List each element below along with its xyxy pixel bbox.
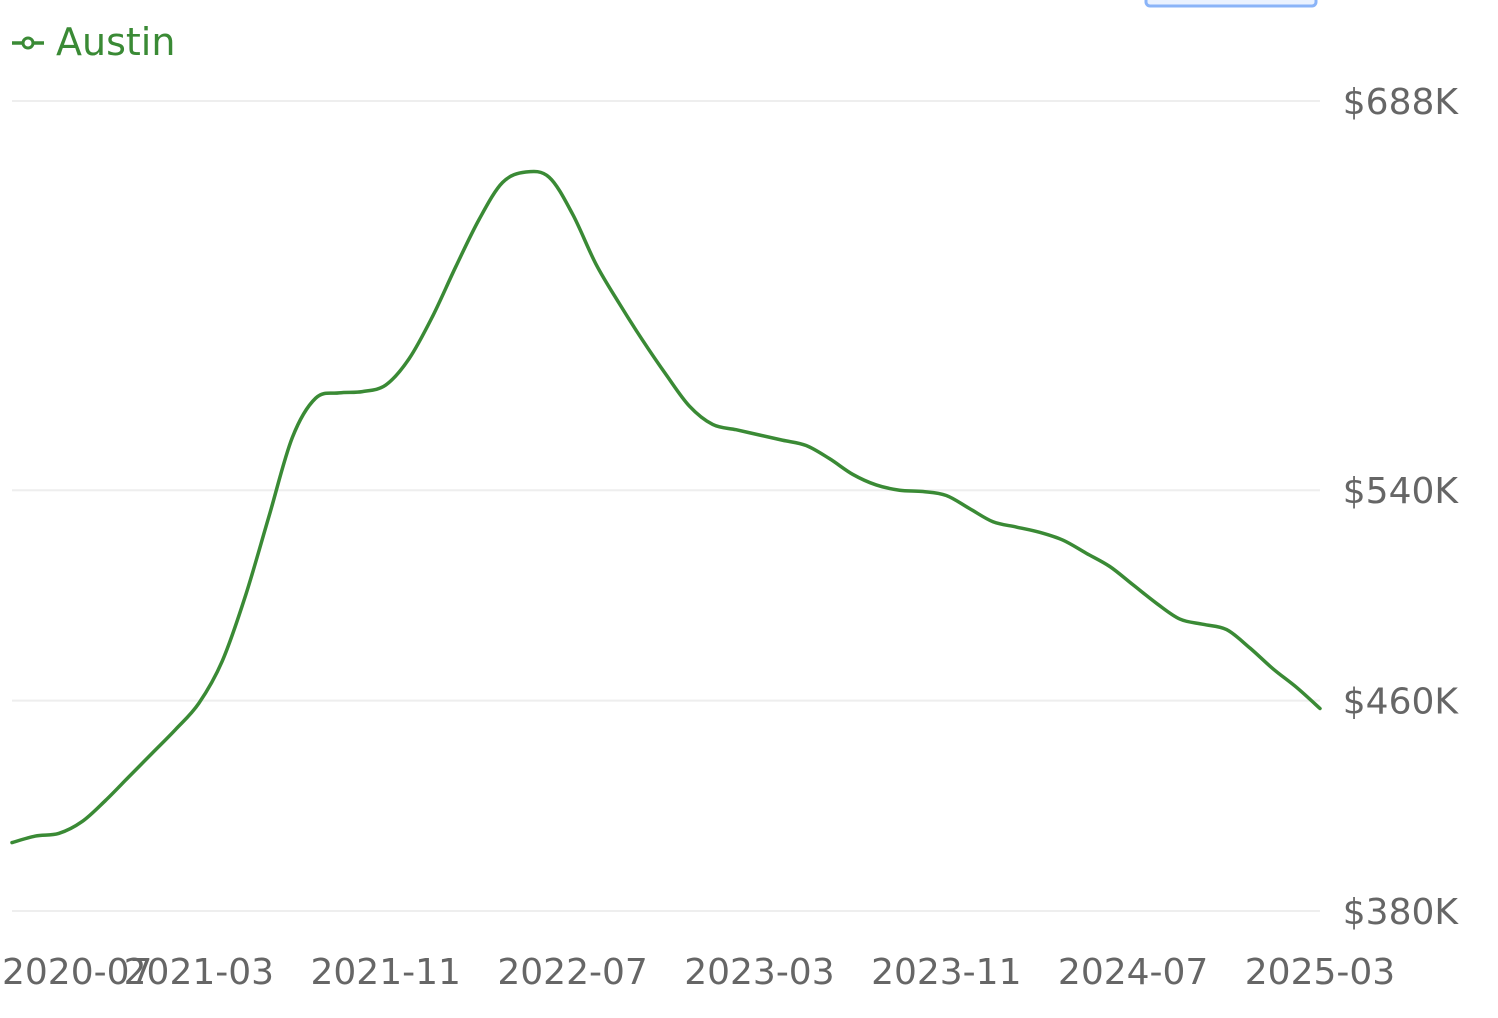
chart-toggle-button[interactable]	[1144, 0, 1318, 8]
series-line-austin[interactable]	[10, 169, 1322, 845]
chart-gridlines	[12, 100, 1320, 912]
x-axis-tick-label: 2022-07	[497, 952, 647, 993]
legend-series-label: Austin	[56, 20, 175, 64]
x-axis-tick-label: 2025-03	[1245, 952, 1395, 993]
chart-legend[interactable]: Austin	[12, 20, 175, 64]
y-axis-tick-labels: $380K $460K $540K $688K	[1343, 82, 1460, 933]
x-axis-tick-label: 2021-11	[311, 952, 461, 993]
y-axis-tick-label: $540K	[1343, 471, 1460, 512]
y-axis-tick-label: $380K	[1343, 892, 1460, 933]
x-axis-tick-label: 2020-07	[2, 952, 152, 993]
legend-series-marker-icon	[21, 36, 35, 50]
x-axis-tick-label: 2021-03	[124, 952, 274, 993]
y-axis-tick-label: $460K	[1343, 682, 1460, 723]
chart-series	[10, 169, 1322, 845]
x-axis-tick-label: 2023-11	[871, 952, 1021, 993]
x-axis-tick-label: 2024-07	[1058, 952, 1208, 993]
x-axis-tick-label: 2023-03	[684, 952, 834, 993]
y-axis-tick-label: $688K	[1343, 82, 1460, 123]
